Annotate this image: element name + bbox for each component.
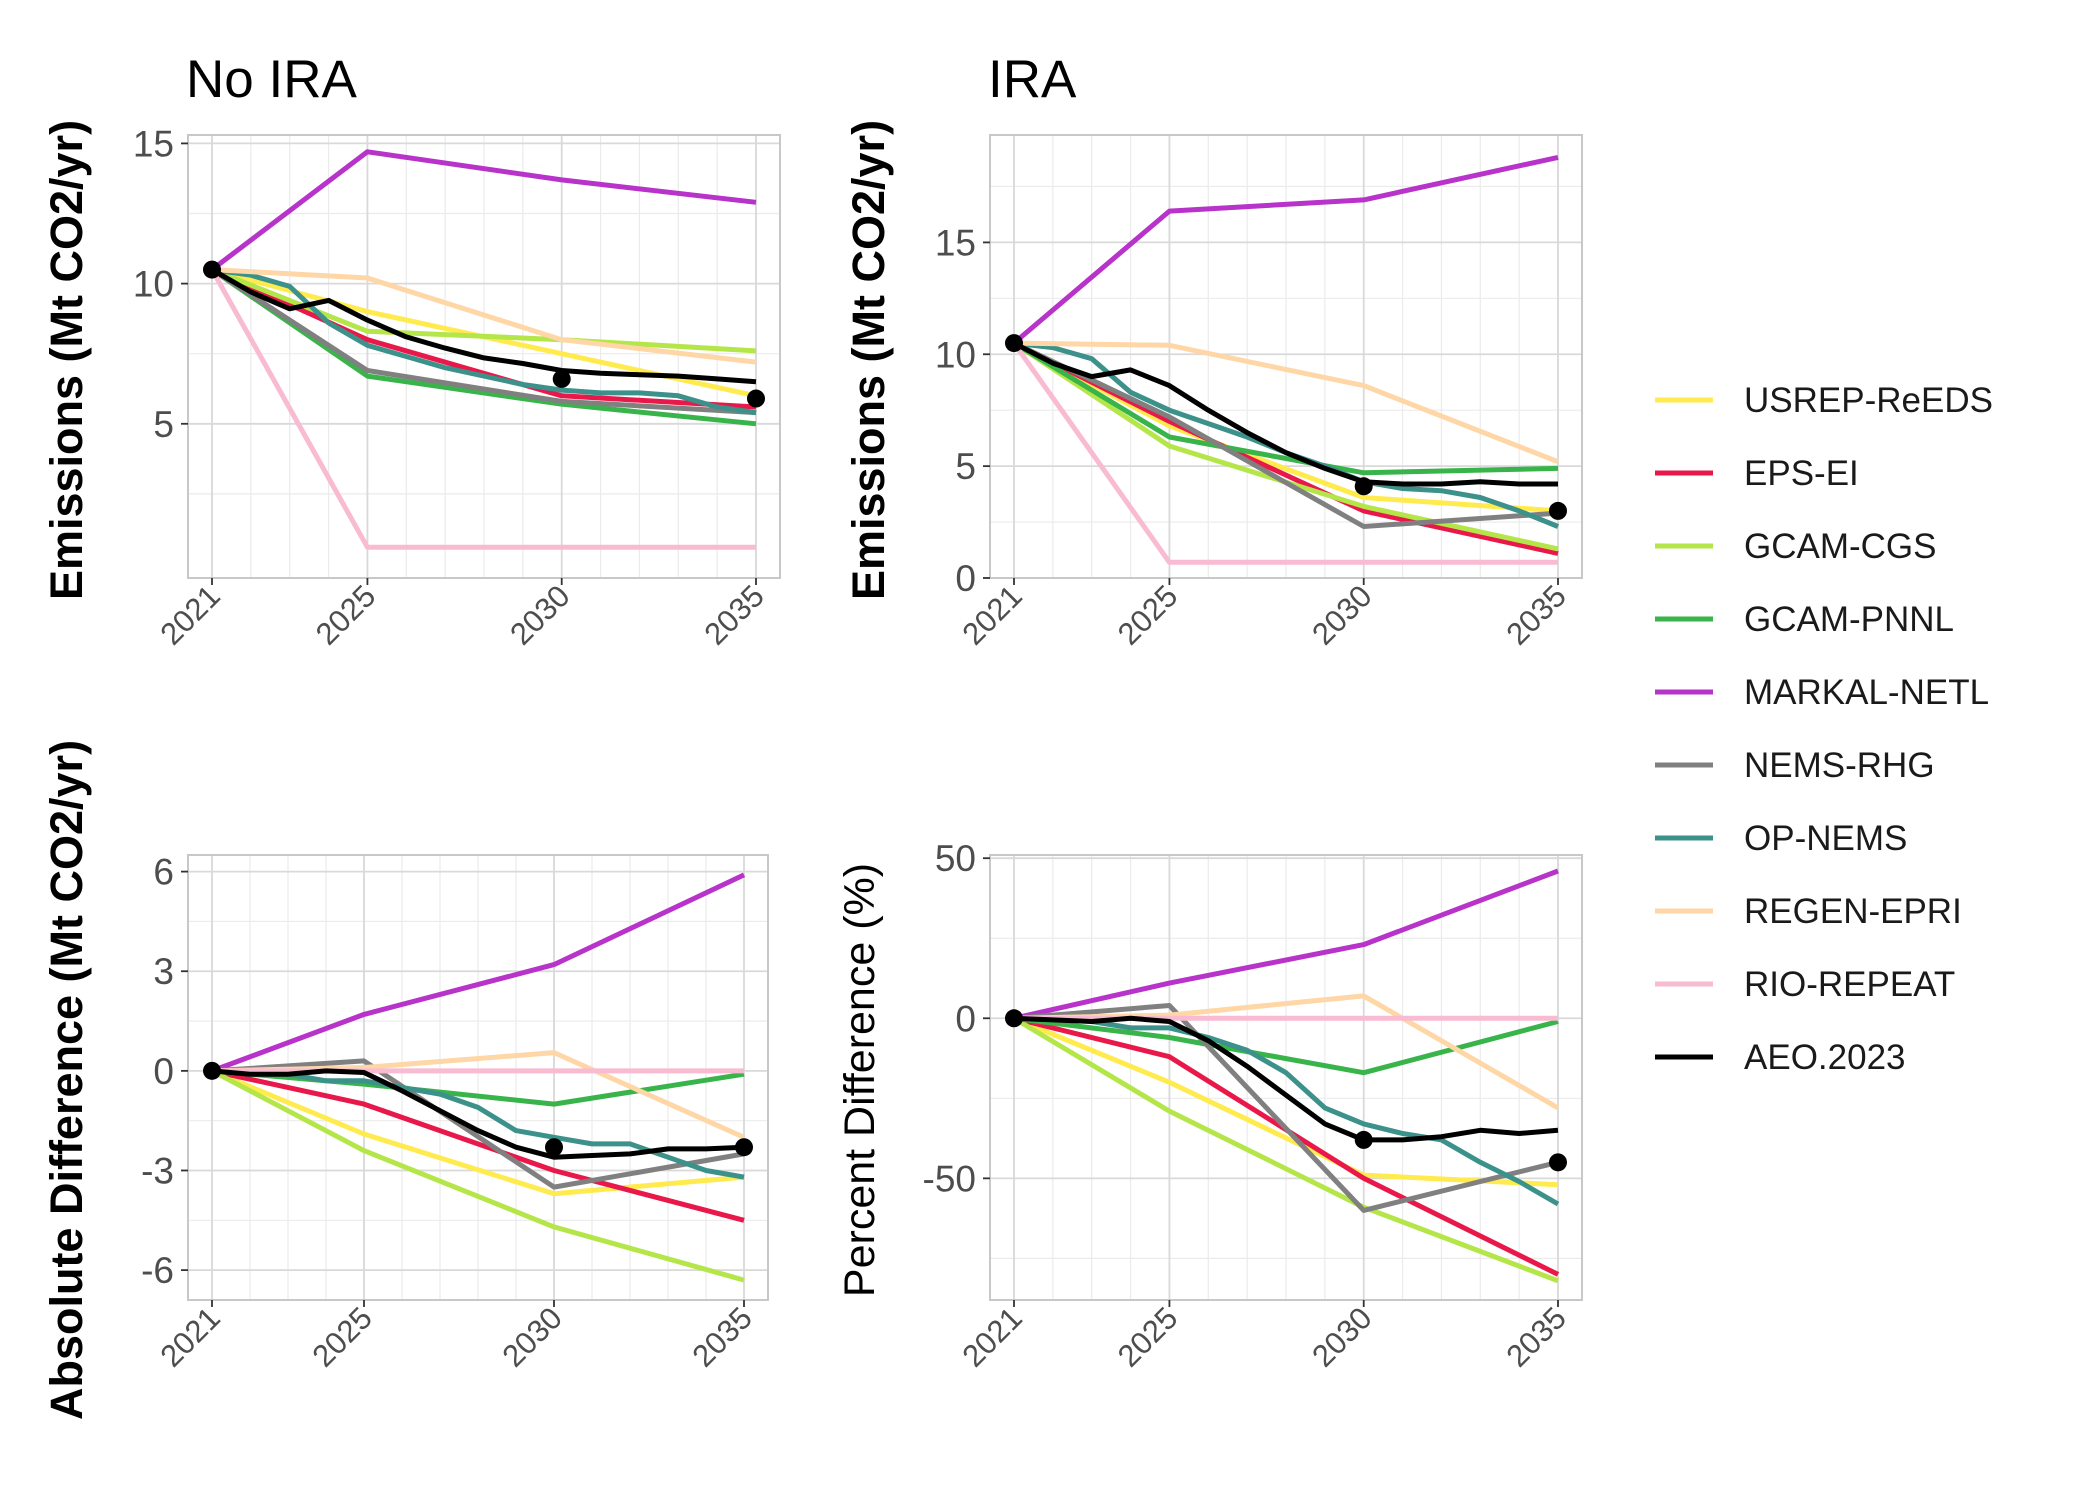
y-tick-label: 15 [133,123,174,164]
series-line-op-nems [1014,1015,1560,1207]
series-line-eps-ei [211,1068,745,1223]
panel-border [187,134,781,579]
series-line-markal-netl [210,149,757,272]
series-line-gcam-pnnl [1012,340,1559,476]
series-line-nems-rhg [211,1058,745,1190]
legend-label-rio-repeat: RIO-REPEAT [1744,965,1955,1004]
data-point-aeo-2023 [545,1138,563,1157]
data-point-aeo-2023 [552,369,571,388]
series-line-gcam-cgs [210,1068,745,1283]
series-line-aeo-2023 [1013,1015,1559,1143]
legend-label-nems-rhg: NEMS-RHG [1744,746,1935,785]
series-line-regen-epri [1013,340,1559,465]
data-point-aeo-2023 [1549,501,1567,520]
legend-label-markal-netl: MARKAL-NETL [1744,673,1989,712]
legend-label-regen-epri: REGEN-EPRI [1744,892,1962,931]
y-tick-label: 0 [955,998,976,1039]
series-line-gcam-cgs [211,267,757,354]
series-line-markal-netl [1013,868,1559,1021]
panel-border [989,134,1583,579]
y-tick-label: 10 [935,334,976,375]
series-line-rio-repeat [1011,341,1558,565]
y-axis-title-absolute-difference: Absolute Difference (Mt CO2/yr) [41,740,92,1420]
series-line-aeo-2023 [211,1068,745,1160]
panel-title-ira: IRA [988,50,1077,109]
data-point-aeo-2023 [1354,1130,1373,1149]
data-point-aeo-2023 [735,1138,753,1157]
y-tick-label: 0 [955,558,976,599]
data-point-aeo-2023 [1005,1009,1023,1028]
panel-border [989,854,1583,1301]
series-line-gcam-cgs [1012,1016,1559,1284]
series-line-aeo-2023 [1012,340,1558,487]
data-point-aeo-2023 [1549,1153,1567,1172]
data-point-aeo-2023 [203,1061,221,1080]
y-tick-label: 6 [153,852,174,893]
legend-label-op-nems: OP-NEMS [1744,819,1907,858]
legend-label-eps-ei: EPS-EI [1744,454,1859,493]
legend: USREP-ReEDS EPS-EI GCAM-CGS GCAM-PNNL MARKAL… [1655,381,1993,1077]
legend-label-gcam-cgs: GCAM-CGS [1744,527,1937,566]
series-line-gcam-pnnl [1013,1015,1559,1076]
series-line-aeo-2023 [210,267,757,385]
y-tick-label: 50 [935,838,976,879]
y-tick-label: 3 [153,951,174,992]
y-tick-label: 0 [153,1051,174,1092]
y-tick-label: 5 [153,404,174,445]
series-line-nems-rhg [1012,340,1559,529]
series-line-op-nems [211,267,757,416]
y-axis-title-no-ira: Emissions (Mt CO2/yr) [41,120,92,600]
series-line-markal-netl [1012,154,1559,346]
legend-label-usrep-reeds: USREP-ReEDS [1744,381,1993,420]
series-line-markal-netl [211,872,746,1074]
series-line-nems-rhg [1013,1003,1559,1213]
y-tick-label: -50 [923,1158,976,1199]
y-tick-label: 5 [955,446,976,487]
y-tick-label: 15 [935,222,976,263]
data-point-aeo-2023 [747,389,765,408]
series-line-nems-rhg [210,267,757,416]
data-point-aeo-2023 [203,260,221,279]
y-axis-title-ira: Emissions (Mt CO2/yr) [843,120,894,600]
legend-label-gcam-pnnl: GCAM-PNNL [1744,600,1954,639]
series-line-regen-epri [211,267,757,365]
legend-label-aeo-2023: AEO.2023 [1744,1038,1906,1077]
series-line-usrep-reeds [211,1068,745,1197]
y-tick-label: 10 [133,264,174,305]
data-point-aeo-2023 [1354,477,1373,496]
series-line-gcam-cgs [1012,341,1559,552]
series-line-usrep-reeds [1013,1015,1559,1188]
panel-title-no-ira: No IRA [186,50,357,109]
series-line-eps-ei [210,267,757,410]
y-axis-title-percent-difference: Percent Difference (%) [836,863,884,1297]
y-tick-label: -6 [141,1250,174,1291]
series-line-gcam-pnnl [211,1068,745,1107]
y-tick-label: -3 [141,1150,174,1191]
series-line-eps-ei [1013,1015,1560,1277]
series-line-rio-repeat [209,268,756,550]
panel-border [187,854,769,1301]
data-point-aeo-2023 [1005,334,1023,353]
